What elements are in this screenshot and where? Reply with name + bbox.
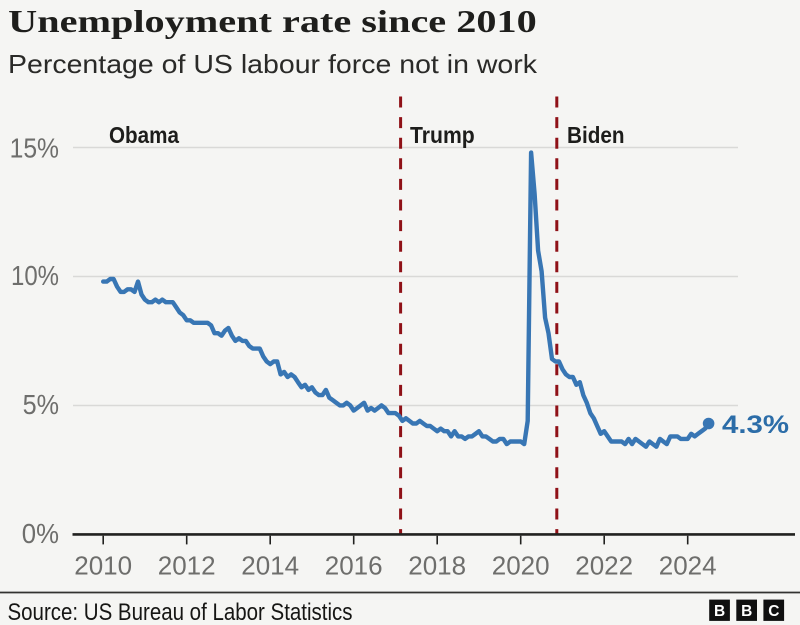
svg-text:2020: 2020 bbox=[492, 551, 550, 581]
svg-text:Source: US Bureau of Labor Sta: Source: US Bureau of Labor Statistics bbox=[8, 599, 353, 625]
svg-text:2018: 2018 bbox=[408, 551, 466, 581]
svg-text:Biden: Biden bbox=[567, 122, 625, 148]
svg-text:Obama: Obama bbox=[109, 122, 179, 148]
svg-text:2010: 2010 bbox=[74, 551, 132, 581]
svg-text:B: B bbox=[714, 603, 725, 620]
svg-text:15%: 15% bbox=[10, 132, 59, 163]
svg-text:Percentage of US labour force: Percentage of US labour force not in wor… bbox=[8, 49, 538, 79]
svg-text:0%: 0% bbox=[22, 518, 59, 549]
svg-text:2012: 2012 bbox=[158, 551, 216, 581]
svg-text:C: C bbox=[768, 603, 779, 620]
svg-text:2014: 2014 bbox=[241, 551, 299, 581]
svg-text:10%: 10% bbox=[11, 260, 59, 291]
svg-text:B: B bbox=[741, 603, 752, 620]
svg-text:Trump: Trump bbox=[410, 122, 475, 148]
svg-text:Unemployment rate since 2010: Unemployment rate since 2010 bbox=[8, 3, 537, 39]
svg-text:2024: 2024 bbox=[659, 551, 717, 581]
svg-text:5%: 5% bbox=[23, 389, 59, 420]
svg-text:4.3%: 4.3% bbox=[722, 411, 789, 439]
svg-text:2022: 2022 bbox=[575, 551, 633, 581]
svg-text:2016: 2016 bbox=[325, 551, 383, 581]
